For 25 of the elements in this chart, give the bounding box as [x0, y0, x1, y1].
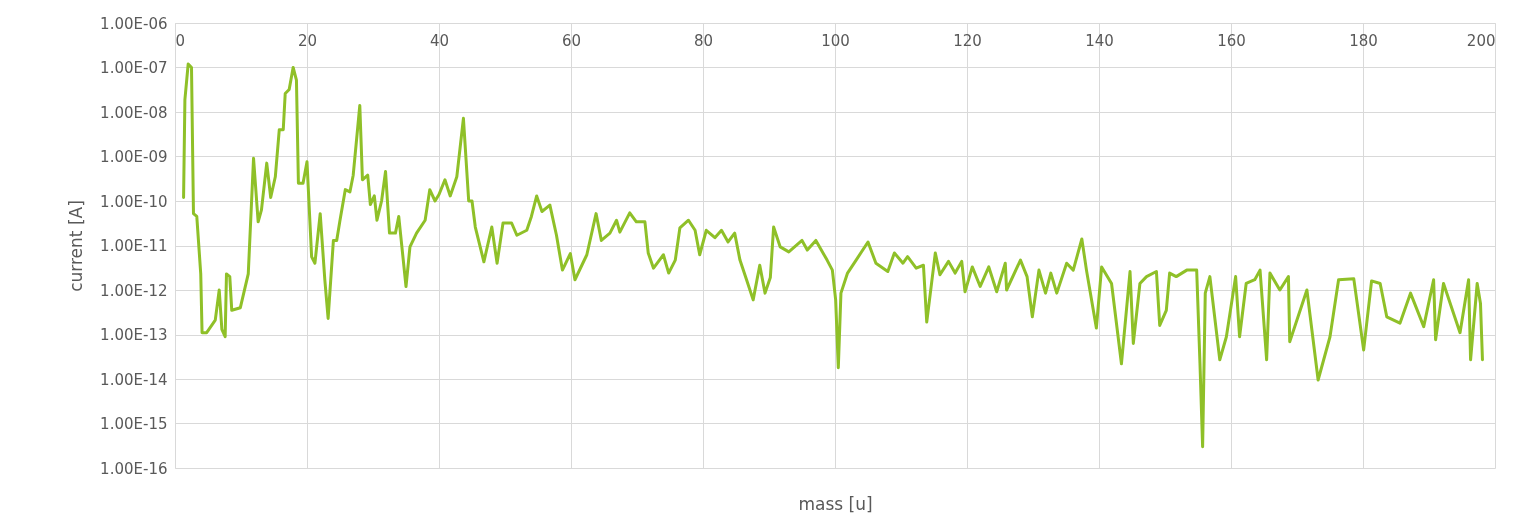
y-axis-title: current [A] [66, 200, 87, 292]
x-tick-label: 80 [693, 31, 714, 50]
x-axis-title: mass [u] [798, 493, 873, 514]
x-tick-label: 200 [1466, 31, 1496, 50]
y-tick-label: 1.00E-06 [100, 14, 168, 33]
x-tick-label: 40 [429, 31, 450, 50]
x-tick-label: 0 [175, 31, 186, 50]
y-tick-label: 1.00E-08 [100, 103, 168, 122]
x-tick-label: 180 [1349, 31, 1378, 50]
y-tick-label: 1.00E-15 [100, 415, 168, 433]
y-tick-label: 1.00E-16 [100, 459, 168, 478]
x-tick-label: 140 [1085, 31, 1114, 50]
y-tick-label: 1.00E-13 [100, 326, 168, 344]
x-tick-label: 100 [821, 31, 850, 50]
x-tick-label: 20 [297, 31, 318, 50]
y-tick-label: 1.00E-11 [100, 237, 168, 255]
y-tick-label: 1.00E-07 [100, 59, 168, 77]
x-tick-label: 160 [1217, 31, 1246, 50]
x-tick-label: 120 [953, 31, 982, 50]
x-tick-label: 60 [561, 31, 582, 50]
y-tick-label: 1.00E-12 [100, 281, 168, 300]
y-tick-label: 1.00E-10 [100, 192, 168, 211]
y-tick-label: 1.00E-14 [100, 370, 168, 389]
line-series [182, 62, 1484, 449]
y-tick-label: 1.00E-09 [100, 148, 168, 166]
